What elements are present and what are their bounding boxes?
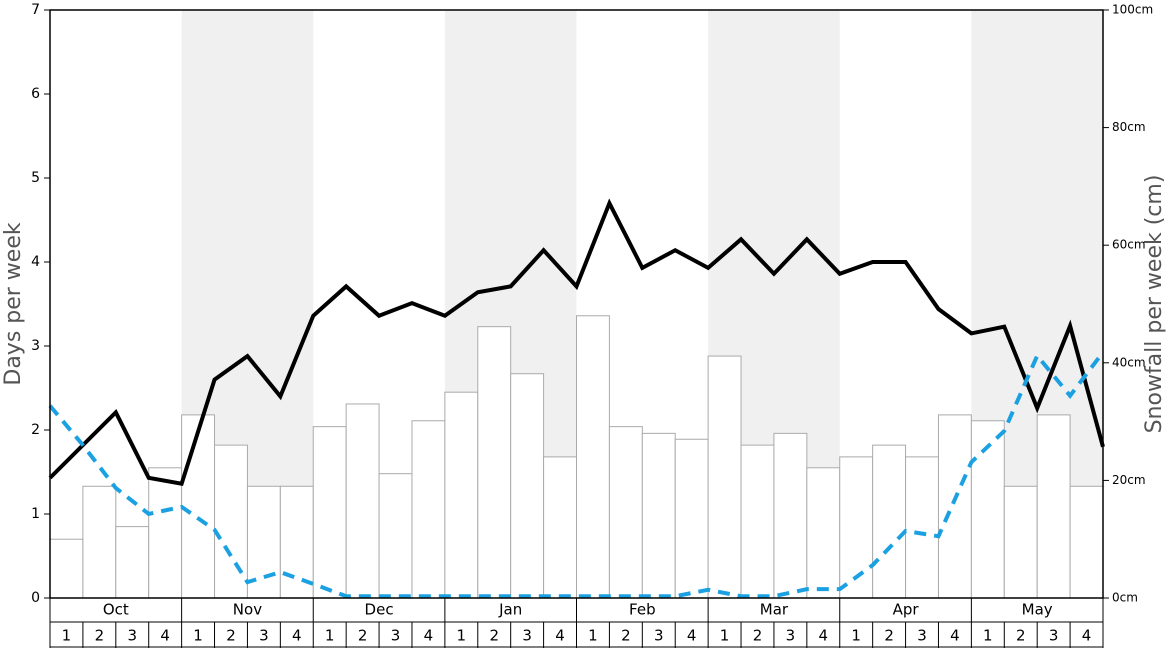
week-label: 4 bbox=[1082, 627, 1092, 645]
bar bbox=[773, 432, 808, 599]
week-label: 2 bbox=[884, 627, 894, 645]
week-label: 3 bbox=[522, 627, 532, 645]
y2-tick-label: 80cm bbox=[1112, 120, 1146, 134]
bar bbox=[214, 444, 248, 599]
week-label: 3 bbox=[127, 627, 137, 645]
month-label: Apr bbox=[893, 601, 920, 619]
y2-tick-label: 40cm bbox=[1112, 355, 1146, 369]
bar bbox=[345, 403, 380, 599]
bar bbox=[970, 420, 1005, 599]
week-label: 4 bbox=[950, 627, 960, 645]
week-label: 4 bbox=[819, 627, 829, 645]
bar bbox=[806, 467, 841, 599]
week-label: 3 bbox=[786, 627, 796, 645]
bar bbox=[543, 456, 577, 599]
week-label: 2 bbox=[753, 627, 763, 645]
y2-tick-label: 60cm bbox=[1112, 238, 1146, 252]
week-label: 4 bbox=[687, 627, 697, 645]
week-label: 1 bbox=[193, 627, 203, 645]
week-label: 1 bbox=[851, 627, 861, 645]
y-tick-label: 3 bbox=[31, 338, 40, 354]
month-label: Dec bbox=[365, 601, 394, 619]
y-tick-label: 5 bbox=[31, 170, 40, 186]
y2-tick-label: 100cm bbox=[1112, 3, 1153, 17]
month-label: Oct bbox=[103, 601, 129, 619]
week-label: 1 bbox=[62, 627, 72, 645]
bar bbox=[641, 432, 676, 599]
week-label: 1 bbox=[457, 627, 467, 645]
month-label: Feb bbox=[629, 601, 656, 619]
week-label: 2 bbox=[358, 627, 368, 645]
y-tick-label: 2 bbox=[31, 422, 40, 438]
bar bbox=[510, 373, 545, 599]
y-tick-label: 4 bbox=[31, 254, 40, 270]
bar bbox=[477, 326, 512, 599]
month-label: Jan bbox=[498, 601, 522, 619]
week-label: 2 bbox=[1016, 627, 1026, 645]
y-tick-label: 0 bbox=[31, 590, 40, 606]
bar bbox=[181, 414, 216, 599]
line bbox=[48, 351, 1105, 599]
bar bbox=[279, 485, 314, 599]
month-label: Nov bbox=[233, 601, 262, 619]
week-label: 3 bbox=[259, 627, 269, 645]
bar bbox=[872, 444, 907, 599]
line bbox=[48, 198, 1105, 487]
week-label: 2 bbox=[489, 627, 499, 645]
y-tick-label: 6 bbox=[31, 86, 40, 102]
bar bbox=[576, 315, 610, 599]
week-label: 1 bbox=[325, 627, 335, 645]
bar bbox=[148, 467, 183, 599]
bar bbox=[740, 444, 775, 599]
bar bbox=[1036, 414, 1071, 599]
y2-axis-label: Snowfall per week (cm) bbox=[1142, 175, 1167, 434]
week-label: 4 bbox=[160, 627, 170, 645]
bar bbox=[839, 456, 874, 599]
bar bbox=[82, 485, 117, 599]
bar bbox=[378, 473, 413, 599]
bar bbox=[115, 526, 150, 599]
bar bbox=[905, 456, 939, 599]
week-label: 3 bbox=[1049, 627, 1059, 645]
bar bbox=[1069, 485, 1104, 599]
bar bbox=[49, 538, 84, 599]
week-label: 4 bbox=[555, 627, 565, 645]
month-label: Mar bbox=[760, 601, 789, 619]
week-label: 3 bbox=[917, 627, 927, 645]
week-label: 3 bbox=[391, 627, 401, 645]
week-label: 2 bbox=[621, 627, 631, 645]
y-tick-label: 1 bbox=[31, 506, 40, 522]
bar bbox=[937, 414, 972, 599]
bar bbox=[444, 391, 479, 599]
bar bbox=[674, 438, 709, 599]
bar bbox=[312, 426, 347, 599]
bar bbox=[1003, 485, 1038, 599]
month-label: May bbox=[1022, 601, 1053, 619]
week-label: 1 bbox=[983, 627, 993, 645]
week-label: 1 bbox=[588, 627, 598, 645]
y-tick-label: 7 bbox=[31, 2, 40, 18]
bar bbox=[707, 355, 742, 599]
week-label: 1 bbox=[720, 627, 730, 645]
week-label: 4 bbox=[424, 627, 434, 645]
week-label: 3 bbox=[654, 627, 664, 645]
y2-tick-label: 20cm bbox=[1112, 473, 1146, 487]
week-label: 4 bbox=[292, 627, 302, 645]
bar bbox=[411, 420, 446, 599]
y-axis-label: Days per week bbox=[1, 222, 26, 385]
week-label: 2 bbox=[226, 627, 236, 645]
week-label: 2 bbox=[95, 627, 105, 645]
bar bbox=[608, 426, 643, 599]
y2-tick-label: 0cm bbox=[1112, 591, 1138, 605]
